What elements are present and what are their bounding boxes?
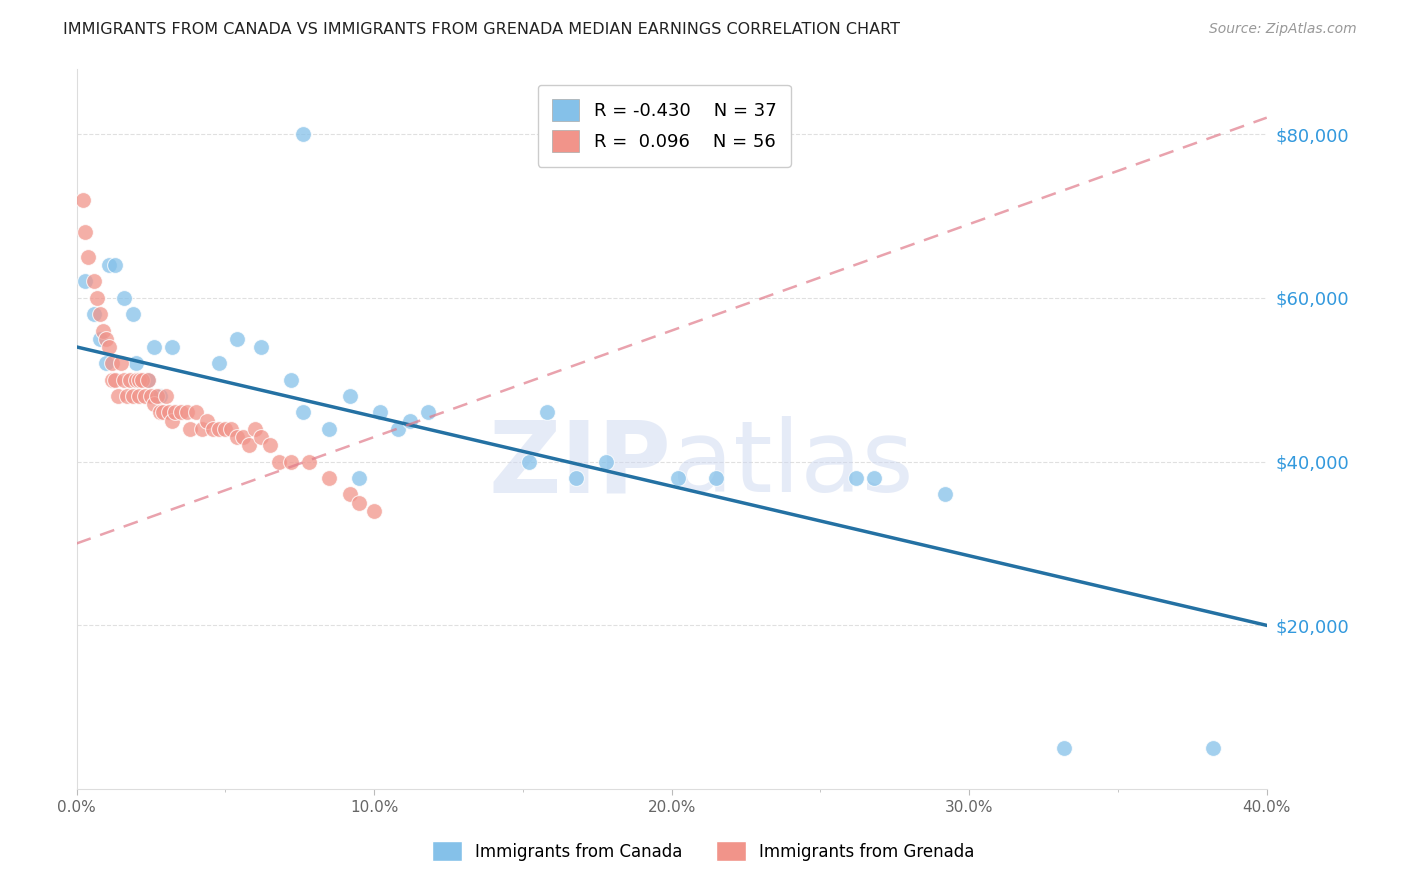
Point xyxy=(363,504,385,518)
Point xyxy=(243,422,266,436)
Point xyxy=(122,307,145,321)
Point xyxy=(666,471,689,485)
Point xyxy=(259,438,281,452)
Legend: Immigrants from Canada, Immigrants from Grenada: Immigrants from Canada, Immigrants from … xyxy=(419,828,987,875)
Point xyxy=(120,373,142,387)
Point xyxy=(91,324,114,338)
Point xyxy=(845,471,868,485)
Point xyxy=(1202,741,1225,756)
Point xyxy=(96,332,118,346)
Point xyxy=(125,356,148,370)
Point xyxy=(83,275,105,289)
Point xyxy=(536,405,558,419)
Point xyxy=(214,422,236,436)
Point xyxy=(104,373,127,387)
Point xyxy=(863,471,886,485)
Point xyxy=(134,389,156,403)
Point xyxy=(142,397,165,411)
Point xyxy=(96,356,118,370)
Point xyxy=(238,438,260,452)
Point xyxy=(72,193,94,207)
Point xyxy=(232,430,254,444)
Point xyxy=(131,373,153,387)
Point xyxy=(160,340,183,354)
Point xyxy=(155,389,177,403)
Point xyxy=(565,471,588,485)
Point xyxy=(89,307,111,321)
Point xyxy=(208,422,231,436)
Point xyxy=(139,389,162,403)
Point xyxy=(219,422,242,436)
Point xyxy=(163,405,186,419)
Point xyxy=(250,340,273,354)
Point xyxy=(595,454,617,468)
Point xyxy=(136,373,159,387)
Point xyxy=(339,389,361,403)
Point xyxy=(190,422,212,436)
Point xyxy=(101,356,124,370)
Point xyxy=(298,454,321,468)
Point xyxy=(318,471,340,485)
Point xyxy=(77,250,100,264)
Text: Source: ZipAtlas.com: Source: ZipAtlas.com xyxy=(1209,22,1357,37)
Point xyxy=(226,430,249,444)
Point xyxy=(122,389,145,403)
Point xyxy=(1053,741,1076,756)
Text: ZIP: ZIP xyxy=(489,417,672,514)
Point xyxy=(152,405,174,419)
Point xyxy=(101,373,124,387)
Point xyxy=(149,389,172,403)
Point xyxy=(128,389,150,403)
Point xyxy=(280,454,302,468)
Point xyxy=(149,405,172,419)
Point xyxy=(115,389,138,403)
Point xyxy=(86,291,108,305)
Point xyxy=(142,340,165,354)
Point xyxy=(160,414,183,428)
Point xyxy=(83,307,105,321)
Point xyxy=(98,340,121,354)
Point xyxy=(112,291,135,305)
Point xyxy=(398,414,420,428)
Point xyxy=(267,454,290,468)
Point xyxy=(89,332,111,346)
Point xyxy=(146,389,169,403)
Point xyxy=(104,258,127,272)
Point xyxy=(125,373,148,387)
Point xyxy=(318,422,340,436)
Point xyxy=(75,275,97,289)
Point xyxy=(347,471,370,485)
Point xyxy=(98,258,121,272)
Point xyxy=(226,332,249,346)
Point xyxy=(179,422,201,436)
Text: atlas: atlas xyxy=(672,417,914,514)
Point xyxy=(197,414,219,428)
Point xyxy=(250,430,273,444)
Point xyxy=(202,422,225,436)
Point xyxy=(157,405,180,419)
Point xyxy=(368,405,391,419)
Point xyxy=(110,356,132,370)
Legend: R = -0.430    N = 37, R =  0.096    N = 56: R = -0.430 N = 37, R = 0.096 N = 56 xyxy=(538,85,792,167)
Point xyxy=(416,405,439,419)
Point xyxy=(170,405,193,419)
Point xyxy=(75,225,97,239)
Point xyxy=(208,356,231,370)
Point xyxy=(934,487,956,501)
Point xyxy=(107,389,129,403)
Point xyxy=(112,373,135,387)
Point xyxy=(704,471,727,485)
Point xyxy=(291,127,314,141)
Text: IMMIGRANTS FROM CANADA VS IMMIGRANTS FROM GRENADA MEDIAN EARNINGS CORRELATION CH: IMMIGRANTS FROM CANADA VS IMMIGRANTS FRO… xyxy=(63,22,900,37)
Point xyxy=(184,405,207,419)
Point xyxy=(176,405,198,419)
Point xyxy=(517,454,540,468)
Point xyxy=(280,373,302,387)
Point xyxy=(339,487,361,501)
Point xyxy=(136,373,159,387)
Point xyxy=(347,495,370,509)
Point xyxy=(128,373,150,387)
Point xyxy=(291,405,314,419)
Point xyxy=(387,422,409,436)
